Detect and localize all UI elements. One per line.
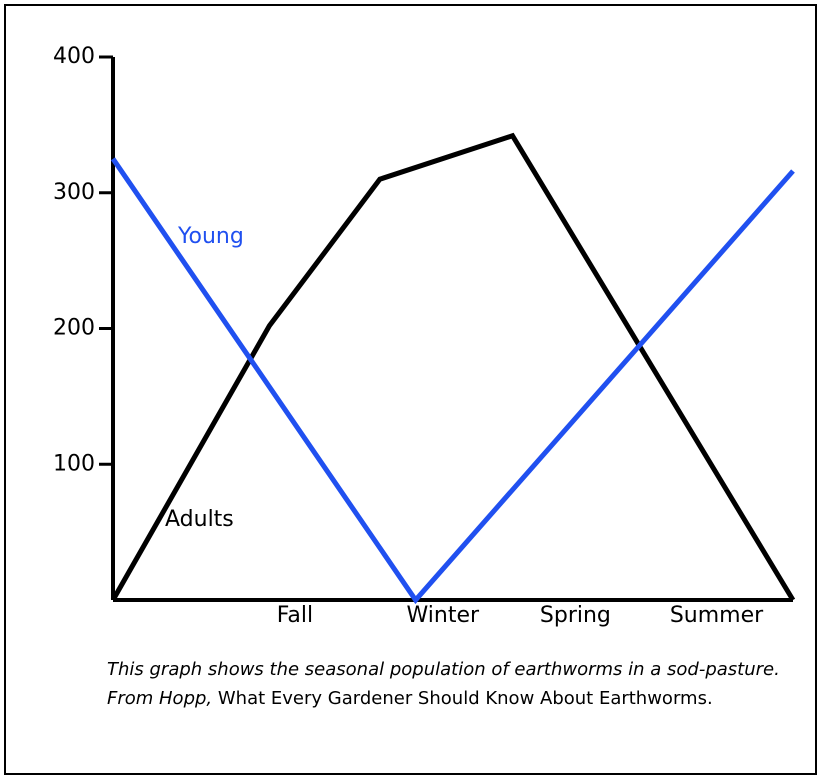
caption-text: This graph shows the seasonal population…	[107, 659, 780, 709]
series-label: Young	[177, 224, 244, 249]
series-label: Adults	[165, 507, 234, 532]
x-tick-label: Summer	[670, 603, 764, 628]
y-tick-label: 300	[53, 180, 95, 205]
y-tick-label: 100	[53, 451, 95, 476]
frame	[4, 4, 817, 775]
caption: This graph shows the seasonal population…	[107, 655, 797, 713]
y-tick-label: 400	[53, 44, 95, 69]
caption-book: What Every Gardener Should Know About Ea…	[212, 688, 713, 709]
series-line	[110, 132, 796, 602]
x-tick-label: Spring	[540, 603, 611, 628]
series-line	[110, 157, 795, 605]
x-tick-label: Winter	[407, 603, 480, 628]
x-tick-label: Fall	[277, 603, 313, 628]
y-tick-label: 200	[53, 316, 95, 341]
